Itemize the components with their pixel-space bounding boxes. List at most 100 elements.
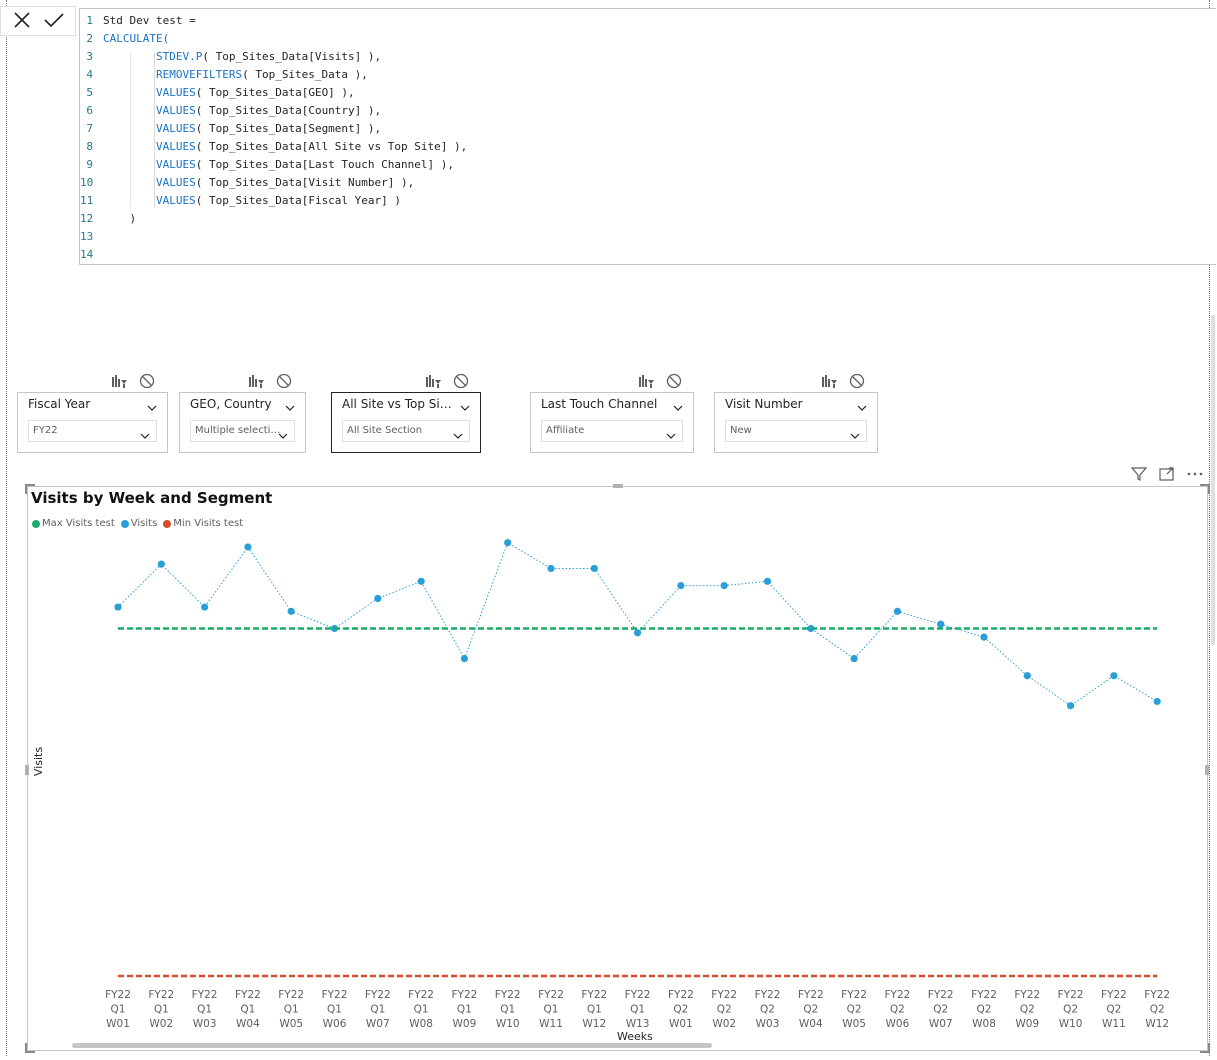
line-number: 4 <box>86 68 93 81</box>
resize-corner[interactable] <box>25 484 35 494</box>
x-tick-label: W12 <box>582 1018 606 1030</box>
data-point <box>677 582 685 590</box>
x-tick-label: W11 <box>1102 1018 1126 1030</box>
clear-selections-icon[interactable] <box>665 373 683 389</box>
legend-item[interactable]: Min Visits test <box>163 518 243 529</box>
code-token: ) <box>103 212 137 225</box>
dax-function: CALCULATE( <box>103 32 170 45</box>
line-number: 3 <box>86 50 93 63</box>
chevron-down-icon[interactable] <box>666 426 676 439</box>
resize-handle-right[interactable] <box>1205 765 1209 775</box>
x-tick-label: Q1 <box>457 1004 472 1016</box>
x-tick-label: W06 <box>886 1018 910 1030</box>
x-tick-label: W07 <box>929 1018 953 1030</box>
chevron-down-icon[interactable] <box>850 426 860 439</box>
x-tick-label: Q1 <box>240 1004 255 1016</box>
x-tick-label: FY22 <box>884 989 910 1001</box>
clear-selections-icon[interactable] <box>275 373 293 389</box>
clear-selections-icon[interactable] <box>138 373 156 389</box>
slicer-selected-value: Affiliate <box>546 425 585 436</box>
slicer-dropdown[interactable]: FY22 <box>28 420 157 442</box>
format-painter-icon[interactable] <box>247 373 265 389</box>
legend-label: Max Visits test <box>42 518 115 529</box>
legend-item[interactable]: Visits <box>120 518 157 529</box>
x-tick-label: Q1 <box>111 1004 126 1016</box>
data-point <box>980 633 988 641</box>
chart-horizontal-scrollbar[interactable] <box>72 1043 712 1048</box>
format-painter-icon[interactable] <box>820 373 838 389</box>
chevron-down-icon[interactable] <box>673 398 683 411</box>
x-tick-label: Q2 <box>977 1004 992 1016</box>
page-scrollbar[interactable] <box>1211 315 1215 645</box>
resize-corner[interactable] <box>1200 484 1210 494</box>
format-painter-icon[interactable] <box>424 373 442 389</box>
chevron-down-icon[interactable] <box>147 398 157 411</box>
slicer-title: All Site vs Top Si… <box>342 397 452 411</box>
chevron-down-icon[interactable] <box>460 398 470 411</box>
focus-mode-icon[interactable] <box>1158 466 1176 486</box>
x-tick-label: W02 <box>149 1018 173 1030</box>
filter-icon[interactable] <box>1130 466 1148 486</box>
code-token <box>103 68 156 81</box>
line-number: 1 <box>86 14 93 27</box>
slicer-selected-value: All Site Section <box>347 425 423 436</box>
slicer-dropdown[interactable]: Affiliate <box>541 420 683 442</box>
x-tick-label: W01 <box>106 1018 130 1030</box>
x-tick-label: Q2 <box>803 1004 818 1016</box>
x-tick-label: Q1 <box>500 1004 515 1016</box>
slicer-geo-country[interactable]: GEO, Country Multiple selecti… <box>179 392 306 453</box>
line-number: 11 <box>80 194 94 207</box>
legend-item[interactable]: Max Visits test <box>32 518 115 529</box>
chevron-down-icon[interactable] <box>857 398 867 411</box>
resize-handle-left[interactable] <box>25 765 29 775</box>
x-tick-label: Q1 <box>154 1004 169 1016</box>
code-text: STDEV.P( Top_Sites_Data[Visits] ), <box>103 48 381 66</box>
chevron-down-icon[interactable] <box>278 426 288 439</box>
code-text: VALUES( Top_Sites_Data[Country] ), <box>103 102 381 120</box>
chevron-down-icon[interactable] <box>140 426 150 439</box>
code-token <box>103 140 156 153</box>
slicer-dropdown[interactable]: All Site Section <box>342 420 470 442</box>
code-token: ( Top_Sites_Data[All Site vs Top Site] )… <box>195 140 468 153</box>
chevron-down-icon[interactable] <box>453 426 463 439</box>
x-tick-label: FY22 <box>1144 989 1170 1001</box>
x-icon[interactable] <box>9 10 35 34</box>
slicer-dropdown[interactable]: Multiple selecti… <box>190 420 295 442</box>
x-tick-label: FY22 <box>1014 989 1040 1001</box>
code-token <box>103 194 156 207</box>
data-point <box>1023 672 1031 680</box>
chevron-down-icon[interactable] <box>285 398 295 411</box>
format-painter-icon[interactable] <box>110 373 128 389</box>
clear-selections-icon[interactable] <box>848 373 866 389</box>
code-token <box>103 176 156 189</box>
format-painter-icon[interactable] <box>637 373 655 389</box>
slicer-dropdown[interactable]: New <box>725 420 867 442</box>
legend-marker <box>32 519 40 528</box>
resize-handle-top[interactable] <box>613 484 623 488</box>
data-point <box>157 560 165 568</box>
more-options-icon[interactable] <box>1186 466 1204 486</box>
data-point <box>1153 697 1161 706</box>
slicer-visit-number[interactable]: Visit Number New <box>714 392 878 453</box>
code-token: ( Top_Sites_Data[GEO] ), <box>195 86 355 99</box>
slicer-title: Last Touch Channel <box>541 397 658 411</box>
resize-corner[interactable] <box>1200 1043 1210 1053</box>
x-tick-label: FY22 <box>278 989 304 1001</box>
clear-selections-icon[interactable] <box>452 373 470 389</box>
slicer-fiscal-year[interactable]: Fiscal Year FY22 <box>17 392 168 453</box>
code-text: VALUES( Top_Sites_Data[Segment] ), <box>103 120 381 138</box>
x-tick-label: W11 <box>539 1018 563 1030</box>
check-icon[interactable] <box>41 10 67 34</box>
code-text: VALUES( Top_Sites_Data[Visit Number] ), <box>103 174 414 192</box>
line-chart-visual[interactable]: Visits by Week and Segment Max Visits te… <box>25 484 1210 1053</box>
dax-formula-editor[interactable]: 1 Std Dev test = 2 CALCULATE(3 STDEV.P( Top… <box>79 8 1216 265</box>
slicer-last-touch-channel[interactable]: Last Touch Channel Affiliate <box>530 392 694 453</box>
x-tick-label: Q2 <box>1020 1004 1035 1016</box>
slicer-selected-value: New <box>730 425 752 436</box>
x-tick-label: FY22 <box>148 989 174 1001</box>
slicer-selected-value: Multiple selecti… <box>195 425 281 436</box>
slicer-all-site-vs-top-site[interactable]: All Site vs Top Si… All Site Section <box>331 392 481 453</box>
resize-corner[interactable] <box>25 1043 35 1053</box>
data-point <box>720 582 728 590</box>
x-tick-label: W04 <box>236 1018 260 1030</box>
